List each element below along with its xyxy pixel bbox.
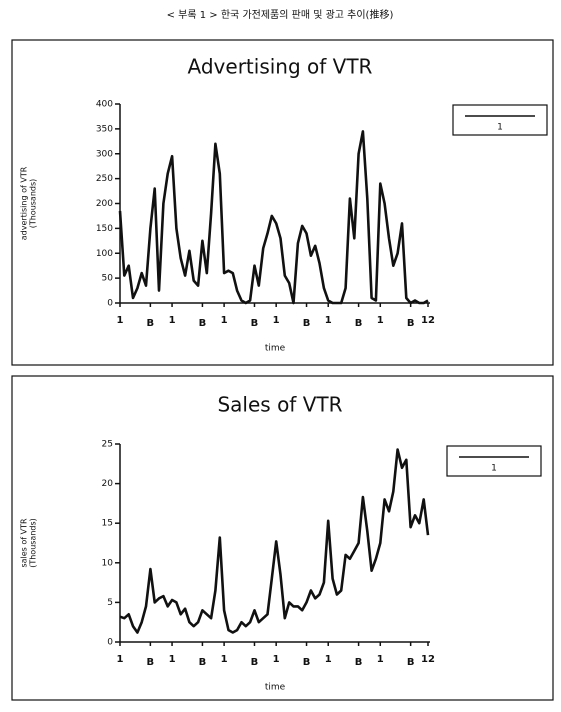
x-axis-label: time xyxy=(265,683,286,693)
y-tick-label: 350 xyxy=(96,124,113,134)
x-tick-label: 1 xyxy=(377,315,384,326)
y-tick-label: 150 xyxy=(96,224,113,234)
legend-box xyxy=(452,104,548,136)
x-tick-label: 1 xyxy=(273,315,280,326)
x-tick-label: 1 xyxy=(325,654,332,665)
x-tick-label: B xyxy=(407,657,415,668)
y-axis-label: advertising of VTR xyxy=(20,166,29,240)
caption: < 부록 1 > 한국 가전제품의 판매 및 광고 추이(推移) xyxy=(167,8,394,21)
y-tick-label: 100 xyxy=(96,249,113,259)
x-tick-label: B xyxy=(303,318,311,329)
x-tick-label: 1 xyxy=(377,654,384,665)
x-tick-label: B xyxy=(147,318,155,329)
x-axis-label: time xyxy=(265,344,286,354)
y-tick-label: 20 xyxy=(102,479,114,489)
x-tick-label: 1 xyxy=(169,654,176,665)
chart-title: Advertising of VTR xyxy=(188,55,373,79)
x-tick-label: B xyxy=(355,657,363,668)
y-tick-label: 10 xyxy=(102,558,114,568)
x-tick-label: 1 xyxy=(221,654,228,665)
x-tick-label: B xyxy=(355,318,363,329)
y-tick-label: 0 xyxy=(107,299,113,309)
x-tick-label: B xyxy=(303,657,311,668)
y-axis-label: (Thousands) xyxy=(29,518,38,568)
y-tick-label: 25 xyxy=(102,440,113,450)
y-axis-label: (Thousands) xyxy=(29,179,38,229)
x-tick-label: 12 xyxy=(421,654,435,665)
x-tick-label: 1 xyxy=(117,654,124,665)
y-tick-label: 0 xyxy=(107,638,113,648)
y-tick-label: 400 xyxy=(96,100,113,110)
x-tick-label: B xyxy=(199,657,207,668)
y-tick-label: 5 xyxy=(107,598,113,608)
legend-label: 1 xyxy=(491,464,497,474)
x-tick-label: 1 xyxy=(221,315,228,326)
x-tick-label: 1 xyxy=(117,315,124,326)
y-axis-label: sales of VTR xyxy=(20,518,29,568)
x-tick-label: B xyxy=(251,657,259,668)
x-tick-label: 1 xyxy=(273,654,280,665)
chart-frame xyxy=(11,39,554,366)
series-line xyxy=(119,448,430,634)
y-tick-label: 250 xyxy=(96,174,113,184)
chart-frame xyxy=(11,375,554,701)
series-line xyxy=(118,130,429,305)
legend-box xyxy=(446,445,542,477)
y-tick-label: 15 xyxy=(102,519,113,529)
chart-title: Sales of VTR xyxy=(217,393,342,417)
y-tick-label: 200 xyxy=(96,199,113,209)
x-tick-label: B xyxy=(251,318,259,329)
x-tick-label: B xyxy=(147,657,155,668)
x-tick-label: B xyxy=(199,318,207,329)
x-tick-label: 1 xyxy=(325,315,332,326)
y-tick-label: 50 xyxy=(102,274,114,284)
legend-label: 1 xyxy=(497,123,503,133)
y-tick-label: 300 xyxy=(96,149,113,159)
x-tick-label: B xyxy=(407,318,415,329)
x-tick-label: 12 xyxy=(421,315,435,326)
x-tick-label: 1 xyxy=(169,315,176,326)
